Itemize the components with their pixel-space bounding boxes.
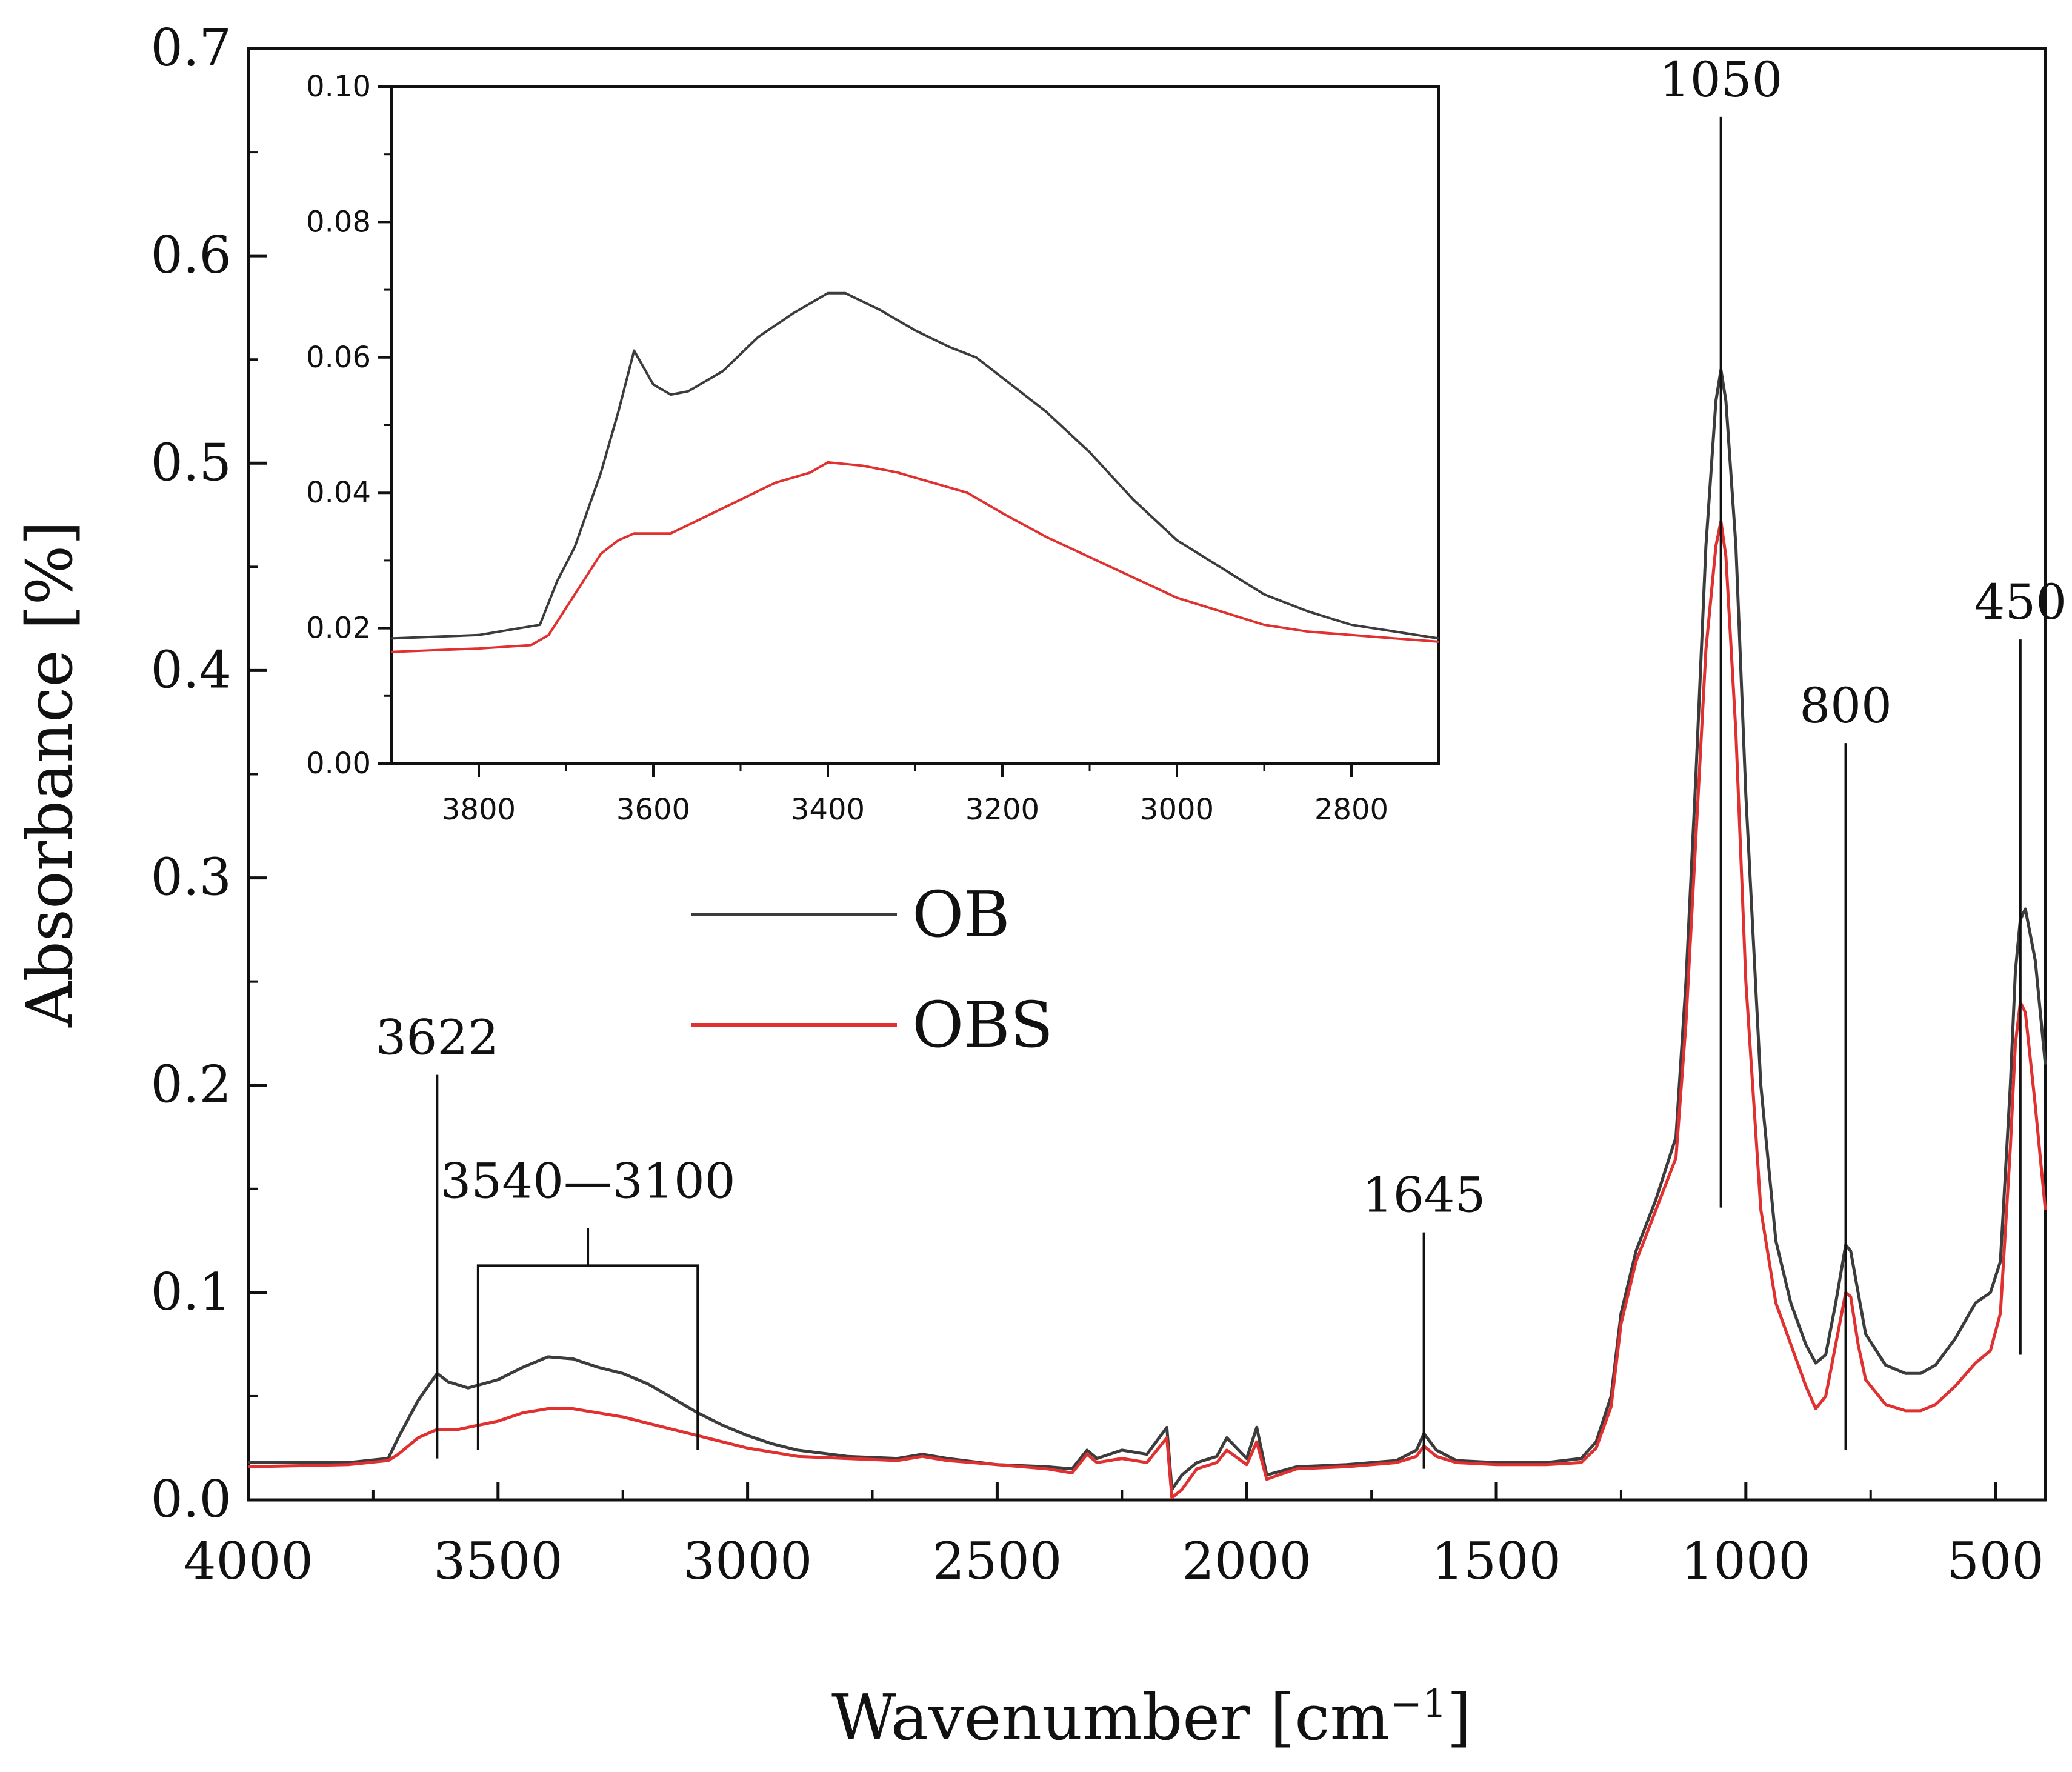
x-tick-label: 3500 bbox=[433, 1531, 563, 1591]
x-axis-label: Wavenumber [cm−1] bbox=[831, 1680, 1471, 1754]
inset-x-tick-label: 3600 bbox=[616, 793, 690, 827]
inset-y-tick-label: 0.06 bbox=[306, 341, 371, 375]
inset-tick-labels: 3800 3600 3400 3200 3000 2800 0.00 0.02 0.04 0.06… bbox=[306, 70, 1388, 827]
peak-label: 3622 bbox=[376, 1010, 499, 1066]
y-tick-label: 0.5 bbox=[150, 433, 232, 492]
x-tick-label: 1500 bbox=[1431, 1531, 1561, 1591]
inset-y-tick-label: 0.04 bbox=[306, 476, 371, 510]
x-tick-label: 500 bbox=[1947, 1531, 2044, 1591]
peak-annotations: 3622 1645 1050 800 450 3540—3100 bbox=[376, 52, 2067, 1469]
inset-series-line-ob bbox=[391, 291, 1439, 640]
inset-series-group bbox=[391, 291, 1439, 653]
peak-label: 1645 bbox=[1362, 1167, 1486, 1224]
inset-x-tick-label: 2800 bbox=[1314, 793, 1388, 827]
inset-x-tick-label: 3400 bbox=[791, 793, 865, 827]
y-tick-label: 0.3 bbox=[150, 848, 232, 907]
peak-label: 1050 bbox=[1659, 52, 1783, 108]
inset-x-tick-label: 3000 bbox=[1140, 793, 1214, 827]
inset-chart: 3800 3600 3400 3200 3000 2800 0.00 0.02 0.04 0.06… bbox=[306, 70, 1440, 827]
legend-label-obs: OBS bbox=[912, 988, 1053, 1062]
inset-x-tick-label: 3200 bbox=[965, 793, 1039, 827]
x-tick-label: 3000 bbox=[683, 1531, 813, 1591]
y-tick-label: 0.0 bbox=[150, 1470, 232, 1529]
y-tick-label: 0.1 bbox=[150, 1262, 232, 1322]
series-line-ob bbox=[248, 368, 2047, 1491]
y-tick-label: 0.7 bbox=[150, 18, 232, 78]
legend: OB OBS bbox=[691, 878, 1053, 1062]
inset-y-tick-label: 0.02 bbox=[306, 611, 371, 645]
x-tick-label: 1000 bbox=[1681, 1531, 1811, 1591]
x-axis-label-superscript: −1 bbox=[1390, 1682, 1447, 1727]
main-axis-ticks bbox=[247, 47, 1997, 1502]
y-axis-label: Absorbance [%] bbox=[13, 521, 87, 1028]
y-tick-label: 0.6 bbox=[150, 225, 232, 285]
x-tick-label: 2000 bbox=[1182, 1531, 1311, 1591]
main-tick-labels: 4000 3500 3000 2500 2000 1500 1000 500 0.0 0.1 0.2… bbox=[150, 18, 2044, 1591]
y-tick-label: 0.2 bbox=[150, 1055, 232, 1114]
inset-y-tick-label: 0.08 bbox=[306, 205, 371, 239]
peak-label: 800 bbox=[1799, 678, 1892, 734]
inset-series-line-obs bbox=[391, 461, 1439, 653]
x-tick-label: 2500 bbox=[933, 1531, 1062, 1591]
inset-y-tick-label: 0.10 bbox=[306, 70, 371, 104]
range-bracket-label: 3540—3100 bbox=[440, 1153, 735, 1209]
x-tick-label: 4000 bbox=[184, 1531, 313, 1591]
range-bracket bbox=[476, 1228, 699, 1450]
inset-axis-ticks bbox=[378, 85, 1353, 777]
inset-y-tick-label: 0.00 bbox=[306, 747, 371, 781]
inset-background bbox=[390, 85, 1440, 765]
legend-label-ob: OB bbox=[912, 878, 1010, 951]
peak-label: 450 bbox=[1974, 574, 2067, 630]
y-tick-label: 0.4 bbox=[150, 640, 232, 699]
inset-x-tick-label: 3800 bbox=[442, 793, 516, 827]
